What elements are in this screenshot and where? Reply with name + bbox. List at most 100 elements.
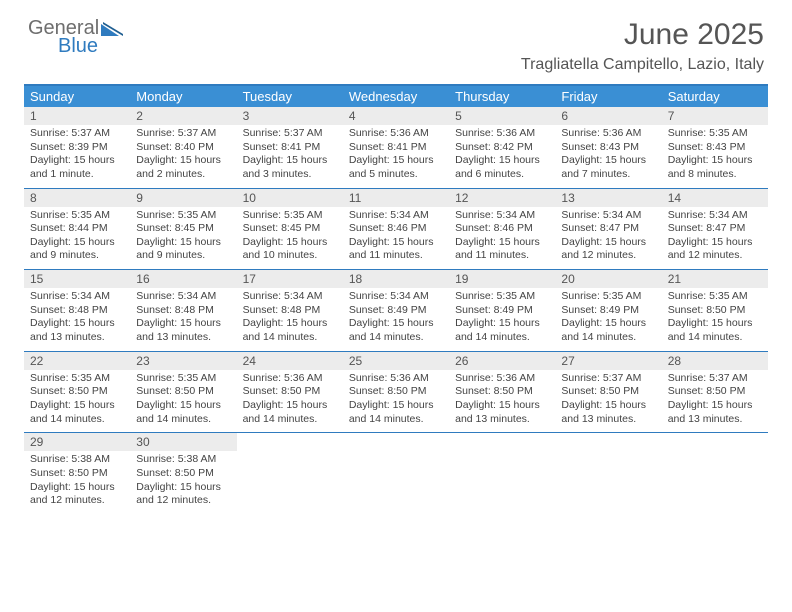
sunset-line: Sunset: 8:50 PM — [343, 385, 449, 399]
sunset-line: Sunset: 8:39 PM — [24, 141, 130, 155]
dow-header-cell: Saturday — [662, 86, 768, 107]
day-cell: 21Sunrise: 5:35 AMSunset: 8:50 PMDayligh… — [662, 270, 768, 351]
daylight-line: Daylight: 15 hours and 14 minutes. — [237, 399, 343, 426]
day-cell: 10Sunrise: 5:35 AMSunset: 8:45 PMDayligh… — [237, 189, 343, 270]
sunrise-line: Sunrise: 5:34 AM — [555, 209, 661, 223]
week-row: 22Sunrise: 5:35 AMSunset: 8:50 PMDayligh… — [24, 352, 768, 434]
daylight-line: Daylight: 15 hours and 5 minutes. — [343, 154, 449, 181]
day-cell: 15Sunrise: 5:34 AMSunset: 8:48 PMDayligh… — [24, 270, 130, 351]
day-cell: 25Sunrise: 5:36 AMSunset: 8:50 PMDayligh… — [343, 352, 449, 433]
day-cell: 18Sunrise: 5:34 AMSunset: 8:49 PMDayligh… — [343, 270, 449, 351]
day-cell: 4Sunrise: 5:36 AMSunset: 8:41 PMDaylight… — [343, 107, 449, 188]
sunrise-line: Sunrise: 5:34 AM — [130, 290, 236, 304]
location-text: Tragliatella Campitello, Lazio, Italy — [521, 56, 764, 74]
day-cell: 29Sunrise: 5:38 AMSunset: 8:50 PMDayligh… — [24, 433, 130, 514]
sunset-line: Sunset: 8:44 PM — [24, 222, 130, 236]
flag-icon — [101, 22, 123, 36]
daylight-line: Daylight: 15 hours and 13 minutes. — [555, 399, 661, 426]
daylight-line: Daylight: 15 hours and 14 minutes. — [130, 399, 236, 426]
sunset-line: Sunset: 8:50 PM — [24, 467, 130, 481]
daylight-line: Daylight: 15 hours and 14 minutes. — [343, 317, 449, 344]
day-number: 20 — [555, 270, 661, 288]
day-number: 15 — [24, 270, 130, 288]
day-number: 24 — [237, 352, 343, 370]
calendar-grid: SundayMondayTuesdayWednesdayThursdayFrid… — [24, 84, 768, 514]
sunrise-line: Sunrise: 5:34 AM — [343, 209, 449, 223]
week-row: 1Sunrise: 5:37 AMSunset: 8:39 PMDaylight… — [24, 107, 768, 189]
title-block: June 2025 Tragliatella Campitello, Lazio… — [521, 18, 764, 74]
daylight-line: Daylight: 15 hours and 14 minutes. — [24, 399, 130, 426]
day-cell: 20Sunrise: 5:35 AMSunset: 8:49 PMDayligh… — [555, 270, 661, 351]
day-cell: 8Sunrise: 5:35 AMSunset: 8:44 PMDaylight… — [24, 189, 130, 270]
sunset-line: Sunset: 8:40 PM — [130, 141, 236, 155]
sunrise-line: Sunrise: 5:36 AM — [237, 372, 343, 386]
sunset-line: Sunset: 8:50 PM — [24, 385, 130, 399]
day-cell: 23Sunrise: 5:35 AMSunset: 8:50 PMDayligh… — [130, 352, 236, 433]
daylight-line: Daylight: 15 hours and 11 minutes. — [343, 236, 449, 263]
sunset-line: Sunset: 8:43 PM — [555, 141, 661, 155]
dow-header-cell: Monday — [130, 86, 236, 107]
sunrise-line: Sunrise: 5:38 AM — [24, 453, 130, 467]
dow-header-cell: Tuesday — [237, 86, 343, 107]
day-number: 25 — [343, 352, 449, 370]
sunset-line: Sunset: 8:41 PM — [237, 141, 343, 155]
month-title: June 2025 — [521, 18, 764, 52]
dow-header-cell: Thursday — [449, 86, 555, 107]
day-cell: 30Sunrise: 5:38 AMSunset: 8:50 PMDayligh… — [130, 433, 236, 514]
day-number: 19 — [449, 270, 555, 288]
brand-logo: General Blue — [28, 18, 123, 56]
sunrise-line: Sunrise: 5:35 AM — [24, 372, 130, 386]
sunrise-line: Sunrise: 5:34 AM — [662, 209, 768, 223]
day-cell: 11Sunrise: 5:34 AMSunset: 8:46 PMDayligh… — [343, 189, 449, 270]
daylight-line: Daylight: 15 hours and 13 minutes. — [662, 399, 768, 426]
day-number: 11 — [343, 189, 449, 207]
daylight-line: Daylight: 15 hours and 14 minutes. — [449, 317, 555, 344]
day-cell: 9Sunrise: 5:35 AMSunset: 8:45 PMDaylight… — [130, 189, 236, 270]
empty-day-cell — [555, 433, 661, 514]
day-number: 26 — [449, 352, 555, 370]
day-number: 28 — [662, 352, 768, 370]
week-row: 15Sunrise: 5:34 AMSunset: 8:48 PMDayligh… — [24, 270, 768, 352]
sunset-line: Sunset: 8:50 PM — [449, 385, 555, 399]
sunset-line: Sunset: 8:49 PM — [449, 304, 555, 318]
daylight-line: Daylight: 15 hours and 2 minutes. — [130, 154, 236, 181]
daylight-line: Daylight: 15 hours and 10 minutes. — [237, 236, 343, 263]
sunrise-line: Sunrise: 5:38 AM — [130, 453, 236, 467]
sunrise-line: Sunrise: 5:37 AM — [662, 372, 768, 386]
daylight-line: Daylight: 15 hours and 12 minutes. — [130, 481, 236, 508]
day-number: 22 — [24, 352, 130, 370]
sunset-line: Sunset: 8:41 PM — [343, 141, 449, 155]
day-number: 30 — [130, 433, 236, 451]
sunrise-line: Sunrise: 5:36 AM — [343, 372, 449, 386]
sunrise-line: Sunrise: 5:36 AM — [555, 127, 661, 141]
day-number: 3 — [237, 107, 343, 125]
sunrise-line: Sunrise: 5:37 AM — [24, 127, 130, 141]
sunrise-line: Sunrise: 5:34 AM — [343, 290, 449, 304]
daylight-line: Daylight: 15 hours and 9 minutes. — [24, 236, 130, 263]
day-number: 8 — [24, 189, 130, 207]
sunset-line: Sunset: 8:50 PM — [130, 385, 236, 399]
day-cell: 7Sunrise: 5:35 AMSunset: 8:43 PMDaylight… — [662, 107, 768, 188]
daylight-line: Daylight: 15 hours and 1 minute. — [24, 154, 130, 181]
sunset-line: Sunset: 8:50 PM — [662, 385, 768, 399]
day-number: 13 — [555, 189, 661, 207]
daylight-line: Daylight: 15 hours and 14 minutes. — [662, 317, 768, 344]
sunset-line: Sunset: 8:49 PM — [343, 304, 449, 318]
day-cell: 13Sunrise: 5:34 AMSunset: 8:47 PMDayligh… — [555, 189, 661, 270]
daylight-line: Daylight: 15 hours and 6 minutes. — [449, 154, 555, 181]
daylight-line: Daylight: 15 hours and 3 minutes. — [237, 154, 343, 181]
daylight-line: Daylight: 15 hours and 13 minutes. — [130, 317, 236, 344]
sunset-line: Sunset: 8:47 PM — [662, 222, 768, 236]
sunrise-line: Sunrise: 5:35 AM — [237, 209, 343, 223]
dow-header-row: SundayMondayTuesdayWednesdayThursdayFrid… — [24, 86, 768, 107]
week-row: 8Sunrise: 5:35 AMSunset: 8:44 PMDaylight… — [24, 189, 768, 271]
sunrise-line: Sunrise: 5:37 AM — [555, 372, 661, 386]
daylight-line: Daylight: 15 hours and 12 minutes. — [662, 236, 768, 263]
sunrise-line: Sunrise: 5:35 AM — [449, 290, 555, 304]
day-number: 9 — [130, 189, 236, 207]
sunset-line: Sunset: 8:42 PM — [449, 141, 555, 155]
brand-text-2: Blue — [28, 36, 123, 56]
daylight-line: Daylight: 15 hours and 13 minutes. — [449, 399, 555, 426]
day-cell: 27Sunrise: 5:37 AMSunset: 8:50 PMDayligh… — [555, 352, 661, 433]
day-cell: 2Sunrise: 5:37 AMSunset: 8:40 PMDaylight… — [130, 107, 236, 188]
